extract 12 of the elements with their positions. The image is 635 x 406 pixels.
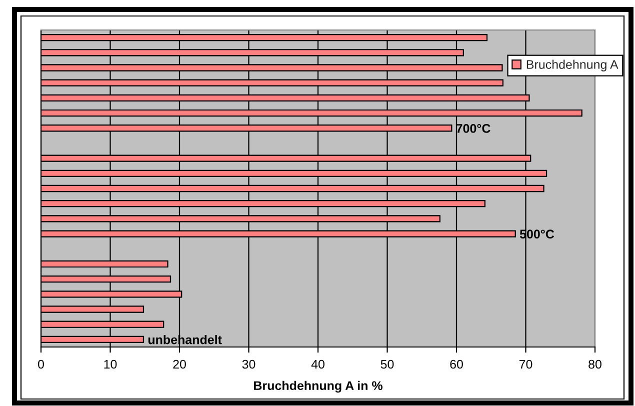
- x-tick-label: 60: [450, 360, 463, 369]
- x-tick-label: 70: [519, 360, 532, 369]
- x-tick-label: 40: [311, 360, 324, 369]
- x-tick-label: 80: [588, 360, 602, 369]
- annotation: 700°C: [456, 124, 490, 133]
- legend-label: Bruchdehnung A: [526, 60, 618, 72]
- x-axis-title: Bruchdehnung A in %: [254, 380, 382, 393]
- x-tick-label: 0: [38, 360, 44, 369]
- x-tick-label: 30: [242, 360, 256, 369]
- x-tick-label: 20: [173, 360, 186, 369]
- x-tick-label: 50: [380, 360, 394, 369]
- x-tick-label: 10: [104, 360, 117, 369]
